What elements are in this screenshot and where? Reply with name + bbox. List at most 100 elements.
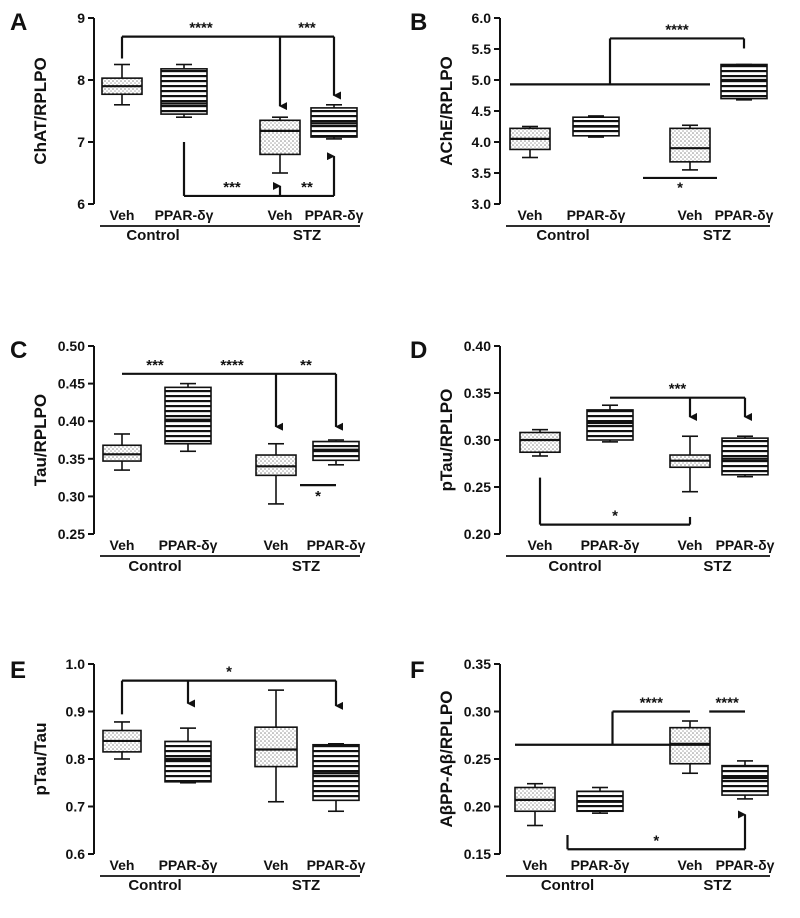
y-tick-label: 6 <box>77 196 85 212</box>
y-tick-label: 4.5 <box>472 103 492 119</box>
significance-label: *** <box>223 179 241 196</box>
significance-label: **** <box>189 20 213 37</box>
category-label: Veh <box>678 857 703 873</box>
category-label: PPAR-δγ <box>307 857 366 873</box>
box-iqr <box>259 119 301 156</box>
group-label: STZ <box>293 227 321 244</box>
category-label: Veh <box>264 537 289 553</box>
box-3 <box>669 124 711 171</box>
y-tick-label: 0.25 <box>464 479 491 495</box>
panel-letter: A <box>10 9 27 36</box>
box-iqr <box>255 454 297 477</box>
significance-label: *** <box>146 357 164 374</box>
group-label: STZ <box>703 877 731 894</box>
panel-b: B AChE/RPLPO 3.0 3.5 4.0 4.5 5.0 5.5 6.0 Veh PPAR-… <box>410 9 774 244</box>
y-tick-label: 5.5 <box>472 41 492 57</box>
group-label: Control <box>536 227 589 244</box>
significance-annotations: **** <box>538 381 752 526</box>
box-iqr <box>102 444 142 462</box>
category-label: Veh <box>110 857 135 873</box>
y-tick-label: 0.45 <box>58 376 85 392</box>
box-iqr <box>721 437 769 476</box>
y-tick-label: 4.0 <box>472 134 492 150</box>
significance-annotations: **** ***** <box>515 695 747 851</box>
category-label: PPAR-δγ <box>305 207 364 223</box>
panel-a: A ChAT/RPLPO 6 7 8 9 Veh PPAR-δγ Veh PPAR-δγ Contr… <box>10 9 364 244</box>
y-tick-label: 0.25 <box>464 751 491 767</box>
y-tick-label: 0.50 <box>58 338 85 354</box>
box-4 <box>721 760 769 800</box>
box-2 <box>164 727 212 784</box>
box-1 <box>519 428 561 457</box>
group-label: Control <box>128 558 181 575</box>
y-tick-label: 0.35 <box>464 385 491 401</box>
y-tick-label: 0.15 <box>464 846 491 862</box>
box-1 <box>101 63 143 106</box>
significance-label: * <box>653 832 659 849</box>
box-1 <box>102 721 142 760</box>
category-label: Veh <box>110 537 135 553</box>
category-label: Veh <box>518 207 543 223</box>
box-2 <box>164 382 212 453</box>
group-label: STZ <box>292 877 320 894</box>
y-tick-label: 0.20 <box>464 526 491 542</box>
box-iqr <box>669 127 711 163</box>
box-2 <box>160 63 208 118</box>
box-3 <box>669 720 711 775</box>
category-label: Veh <box>523 857 548 873</box>
y-tick-label: 7 <box>77 134 85 150</box>
category-label: PPAR-δγ <box>571 857 630 873</box>
category-label: Veh <box>264 857 289 873</box>
y-axis-label: AβPP-Aβ/RPLPO <box>437 691 456 828</box>
box-3 <box>254 689 298 803</box>
y-tick-label: 6.0 <box>472 10 492 26</box>
box-2 <box>586 404 634 443</box>
category-label: Veh <box>528 537 553 553</box>
group-label: Control <box>128 877 181 894</box>
box-4 <box>312 439 360 466</box>
y-axis-label: AChE/RPLPO <box>437 56 456 166</box>
box-iqr <box>164 740 212 783</box>
y-tick-label: 0.30 <box>464 704 491 720</box>
significance-label: ** <box>300 357 312 374</box>
y-tick-label: 0.6 <box>66 846 86 862</box>
box-1 <box>102 433 142 471</box>
box-3 <box>255 442 297 505</box>
panel-c: C Tau/RPLPO 0.25 0.30 0.35 0.40 0.45 0.50 Veh PPA… <box>10 337 366 575</box>
box-1 <box>509 125 551 159</box>
category-label: Veh <box>678 537 703 553</box>
y-tick-label: 3.5 <box>472 165 492 181</box>
significance-label: * <box>315 488 321 505</box>
y-axis-label: pTau/Tau <box>31 722 50 795</box>
box-2 <box>572 115 620 138</box>
significance-label: **** <box>220 357 244 374</box>
y-tick-label: 0.20 <box>464 799 491 815</box>
significance-label: *** <box>669 381 687 398</box>
box-2 <box>576 786 624 814</box>
y-tick-label: 3.0 <box>472 196 492 212</box>
y-tick-label: 0.9 <box>66 704 86 720</box>
box-iqr <box>586 409 634 441</box>
significance-annotations: **** ****** ** <box>120 20 341 198</box>
group-label: Control <box>548 558 601 575</box>
category-label: Veh <box>268 207 293 223</box>
box-4 <box>310 104 358 140</box>
box-iqr <box>254 726 298 768</box>
panel-letter: B <box>410 9 427 36</box>
box-1 <box>514 782 556 827</box>
y-tick-label: 8 <box>77 72 85 88</box>
significance-annotations: *** **** *** <box>122 357 343 505</box>
category-label: PPAR-δγ <box>307 537 366 553</box>
group-label: Control <box>541 877 594 894</box>
box-3 <box>259 116 301 174</box>
panel-letter: C <box>10 337 27 364</box>
y-tick-label: 1.0 <box>66 656 86 672</box>
y-tick-label: 0.30 <box>464 432 491 448</box>
y-tick-label: 0.30 <box>58 488 85 504</box>
significance-label: **** <box>715 695 739 712</box>
category-label: Veh <box>678 207 703 223</box>
significance-label: * <box>226 664 232 681</box>
y-axis-label: pTau/RPLPO <box>437 389 456 492</box>
box-iqr <box>160 68 208 115</box>
